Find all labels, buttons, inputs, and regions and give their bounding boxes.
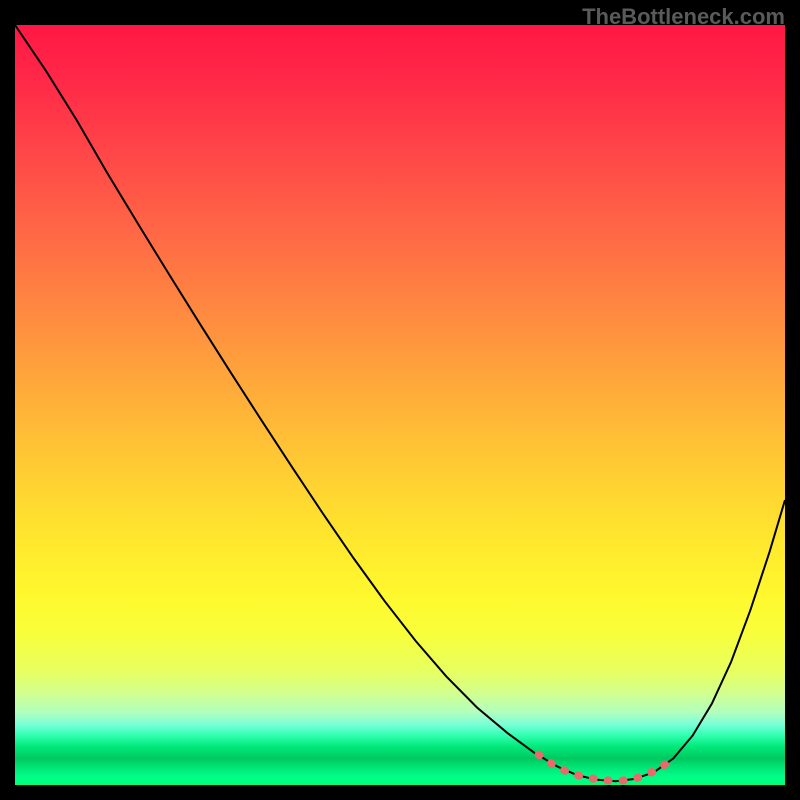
- gradient-background: [15, 25, 785, 785]
- chart-plot: [15, 25, 785, 785]
- chart-container: TheBottleneck.com: [0, 0, 800, 800]
